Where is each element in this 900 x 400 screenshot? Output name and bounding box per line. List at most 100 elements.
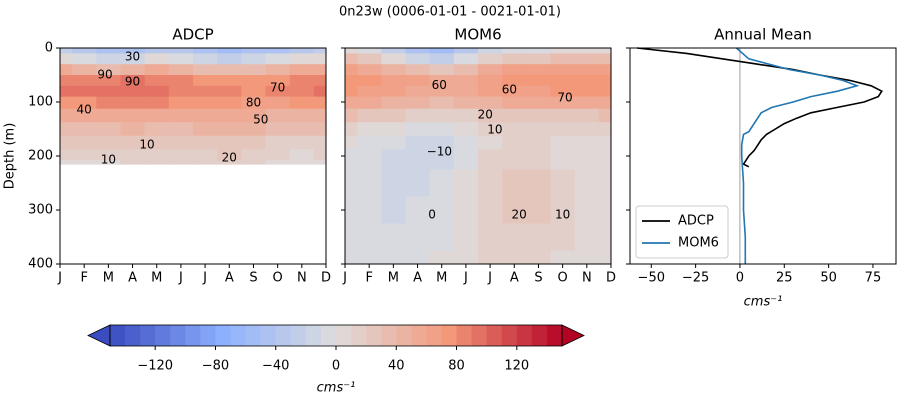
contour-field — [60, 48, 327, 165]
contour-cell — [289, 75, 315, 87]
contour-label: −10 — [427, 145, 452, 159]
contour-label: 0 — [428, 207, 436, 221]
contour-cell — [598, 135, 612, 150]
colorbar-segment — [411, 325, 427, 346]
contour-cell — [526, 96, 552, 110]
x-tick-label: S — [534, 271, 542, 286]
contour-cell — [550, 64, 576, 76]
contour-cell — [381, 223, 406, 251]
colorbar-segment — [546, 325, 563, 346]
x-tick-label: J — [487, 271, 492, 286]
contour-label: 50 — [253, 112, 268, 126]
contour-cell — [478, 96, 503, 110]
contour-cell — [550, 48, 576, 54]
contour-cell — [357, 75, 382, 87]
contour-cell — [574, 135, 600, 150]
colorbar-segment — [230, 325, 247, 346]
contour-label: 60 — [432, 78, 447, 92]
contour-cell — [168, 149, 194, 161]
contour-cell — [289, 96, 315, 110]
contour-cell — [381, 64, 406, 76]
contour-cell — [144, 85, 170, 98]
contour-cell — [217, 122, 242, 137]
contour-cell — [453, 196, 479, 224]
x-tick-label: 25 — [776, 271, 793, 286]
contour-cell — [502, 135, 527, 150]
contour-cell — [357, 64, 382, 76]
contour-cell — [526, 64, 552, 76]
contour-cell — [429, 108, 455, 123]
contour-cell — [241, 149, 267, 161]
contour-cell — [405, 64, 431, 76]
x-tick-label: M — [388, 271, 399, 286]
contour-cell — [453, 96, 479, 110]
contour-cell — [453, 64, 479, 76]
contour-cell — [144, 160, 170, 165]
contour-cell — [502, 169, 527, 197]
contour-cell — [265, 48, 291, 54]
colorbar-segment — [185, 325, 201, 346]
contour-cell — [574, 149, 600, 170]
contour-label: 10 — [487, 123, 502, 137]
contour-cell — [526, 135, 552, 150]
contour-cell — [241, 135, 267, 150]
contour-label: 20 — [222, 151, 237, 165]
contour-cell — [289, 160, 315, 165]
contour-cell — [60, 149, 73, 161]
x-tick-label: J — [178, 271, 183, 286]
contour-cell — [265, 75, 291, 87]
contour-cell — [405, 85, 431, 98]
contour-cell — [453, 223, 479, 251]
colorbar-segment — [155, 325, 171, 346]
contour-cell — [405, 135, 431, 150]
contour-cell — [241, 64, 267, 76]
colorbar-tick-label: −120 — [137, 359, 173, 374]
contour-cell — [168, 48, 194, 54]
plot-title: Annual Mean — [714, 26, 812, 44]
x-tick-label: M — [151, 271, 162, 286]
contour-cell — [217, 135, 242, 150]
contour-cell — [478, 48, 503, 54]
contour-cell — [429, 135, 455, 150]
contour-cell — [574, 223, 600, 251]
profile-line — [637, 47, 883, 168]
contour-cell — [193, 96, 218, 110]
contour-cell — [526, 122, 552, 137]
colorbar-segment — [305, 325, 322, 346]
contour-cell — [289, 108, 315, 123]
contour-cell — [96, 53, 121, 65]
contour-label: 30 — [125, 50, 140, 64]
contour-cell — [313, 48, 327, 54]
contour-cell — [405, 250, 431, 265]
contour-cell — [478, 64, 503, 76]
contour-cell — [72, 85, 97, 98]
contour-cell — [265, 53, 291, 65]
contour-cell — [381, 122, 406, 137]
x-tick-label: N — [582, 271, 592, 286]
x-tick-label: J — [202, 271, 207, 286]
x-tick-label: −50 — [638, 271, 665, 286]
colorbar-segment — [531, 325, 548, 346]
contour-field — [345, 48, 612, 265]
contour-cell — [345, 196, 358, 224]
contour-cell — [144, 96, 170, 110]
colorbar-tick-label: −80 — [202, 359, 229, 374]
contour-cell — [598, 149, 612, 170]
x-tick-label: D — [606, 271, 616, 286]
contour-cell — [502, 108, 527, 123]
contour-cell — [381, 149, 406, 170]
contour-cell — [502, 223, 527, 251]
contour-cell — [96, 85, 121, 98]
colorbar-segment — [170, 325, 186, 346]
contour-cell — [96, 48, 121, 54]
contour-cell — [144, 48, 170, 54]
contour-cell — [168, 122, 194, 137]
contour-cell — [526, 53, 552, 65]
contour-cell — [357, 250, 382, 265]
contour-cell — [405, 53, 431, 65]
contour-cell — [598, 108, 612, 123]
contour-cell — [405, 196, 431, 224]
contour-cell — [574, 122, 600, 137]
x-tick-label: M — [436, 271, 447, 286]
contour-cell — [345, 135, 358, 150]
